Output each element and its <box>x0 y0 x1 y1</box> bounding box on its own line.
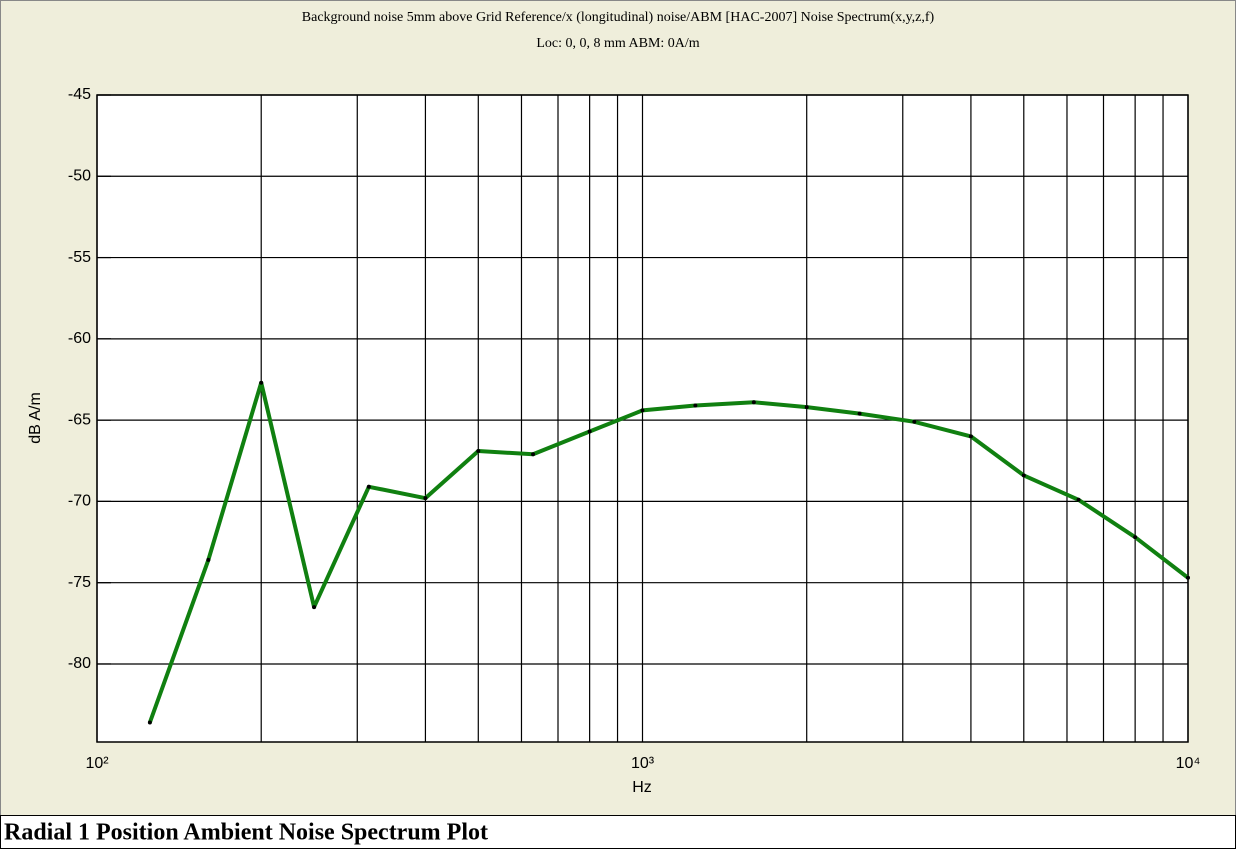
caption-box <box>0 815 1236 849</box>
y-tick-label: -50 <box>68 168 91 185</box>
y-tick-label: -80 <box>68 655 91 672</box>
data-point <box>693 403 698 408</box>
data-point <box>1133 535 1138 540</box>
data-point <box>1076 497 1081 502</box>
chart-title: Background noise 5mm above Grid Referenc… <box>302 10 935 25</box>
x-tick-label: 10² <box>85 755 109 772</box>
data-point <box>587 429 592 434</box>
data-point <box>312 605 317 610</box>
data-point <box>366 484 371 489</box>
y-tick-label: -65 <box>68 411 91 428</box>
data-point <box>531 452 536 457</box>
data-point <box>1186 575 1190 580</box>
y-tick-label: -70 <box>68 493 91 510</box>
data-point <box>751 400 756 405</box>
data-point <box>857 411 862 416</box>
x-axis-label: Hz <box>632 779 652 796</box>
data-point <box>912 419 917 424</box>
data-point <box>640 408 645 413</box>
data-point <box>147 720 152 725</box>
x-tick-label: 10³ <box>631 755 655 772</box>
y-tick-label: -60 <box>68 330 91 347</box>
data-point <box>968 434 973 439</box>
chart-subtitle: Loc: 0, 0, 8 mm ABM: 0A/m <box>536 36 699 51</box>
x-tick-label: 10⁴ <box>1176 755 1201 772</box>
data-point <box>423 496 428 501</box>
data-point <box>476 449 481 454</box>
data-point <box>1021 473 1026 478</box>
data-point <box>206 557 211 562</box>
data-point <box>259 380 264 385</box>
series-line <box>147 380 1188 724</box>
y-tick-label: -75 <box>68 574 91 591</box>
y-tick-label: -55 <box>68 249 91 266</box>
caption: Radial 1 Position Ambient Noise Spectrum… <box>4 820 488 846</box>
y-axis-label: dB A/m <box>27 392 44 444</box>
data-point <box>804 405 809 410</box>
y-tick-label: -45 <box>68 86 91 103</box>
plot-border <box>96 94 1189 743</box>
